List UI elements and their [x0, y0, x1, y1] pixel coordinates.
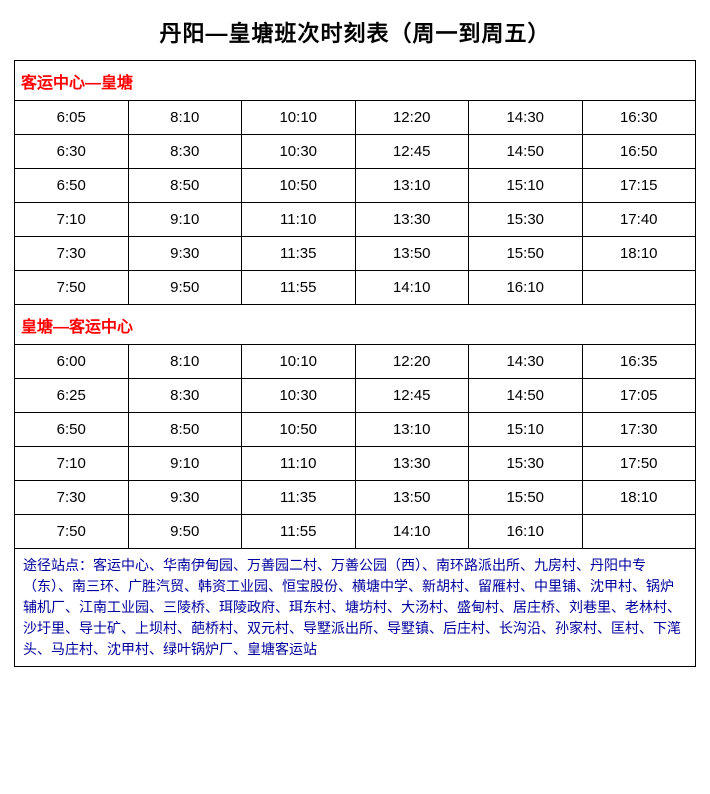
table-row: 6:258:3010:3012:4514:5017:05 — [15, 379, 696, 413]
time-cell: 17:05 — [582, 379, 696, 413]
table-row: 6:508:5010:5013:1015:1017:30 — [15, 413, 696, 447]
time-cell: 8:10 — [128, 345, 242, 379]
time-cell: 14:10 — [355, 515, 469, 549]
time-cell: 7:50 — [15, 515, 129, 549]
page-title: 丹阳—皇塘班次时刻表（周一到周五） — [14, 8, 696, 60]
time-cell: 17:50 — [582, 447, 696, 481]
time-cell: 16:10 — [469, 271, 583, 305]
time-cell: 11:35 — [242, 237, 356, 271]
time-cell: 13:50 — [355, 481, 469, 515]
timetable: 客运中心—皇塘6:058:1010:1012:2014:3016:306:308… — [14, 60, 696, 667]
time-cell: 13:30 — [355, 447, 469, 481]
table-row: 6:058:1010:1012:2014:3016:30 — [15, 101, 696, 135]
table-row: 7:509:5011:5514:1016:10 — [15, 515, 696, 549]
table-row: 6:308:3010:3012:4514:5016:50 — [15, 135, 696, 169]
time-cell: 6:30 — [15, 135, 129, 169]
time-cell: 7:50 — [15, 271, 129, 305]
time-cell: 16:10 — [469, 515, 583, 549]
time-cell: 7:30 — [15, 237, 129, 271]
time-cell: 14:30 — [469, 345, 583, 379]
time-cell: 9:50 — [128, 515, 242, 549]
time-cell: 13:10 — [355, 413, 469, 447]
time-cell: 15:10 — [469, 413, 583, 447]
time-cell: 9:50 — [128, 271, 242, 305]
time-cell: 10:30 — [242, 379, 356, 413]
time-cell: 8:10 — [128, 101, 242, 135]
time-cell: 8:30 — [128, 379, 242, 413]
time-cell: 6:50 — [15, 169, 129, 203]
time-cell: 10:30 — [242, 135, 356, 169]
table-row: 6:008:1010:1012:2014:3016:35 — [15, 345, 696, 379]
time-cell: 9:30 — [128, 481, 242, 515]
time-cell: 15:10 — [469, 169, 583, 203]
time-cell: 14:10 — [355, 271, 469, 305]
time-cell: 10:50 — [242, 169, 356, 203]
section-header-1: 客运中心—皇塘 — [15, 61, 696, 101]
time-cell: 13:50 — [355, 237, 469, 271]
time-cell: 8:50 — [128, 413, 242, 447]
time-cell: 17:30 — [582, 413, 696, 447]
time-cell: 11:35 — [242, 481, 356, 515]
time-cell: 14:50 — [469, 135, 583, 169]
section-header-2: 皇塘—客运中心 — [15, 305, 696, 345]
time-cell: 7:30 — [15, 481, 129, 515]
time-cell: 10:10 — [242, 345, 356, 379]
time-cell: 6:05 — [15, 101, 129, 135]
time-cell: 9:10 — [128, 203, 242, 237]
time-cell: 17:15 — [582, 169, 696, 203]
time-cell: 9:10 — [128, 447, 242, 481]
table-row: 7:109:1011:1013:3015:3017:40 — [15, 203, 696, 237]
time-cell: 13:10 — [355, 169, 469, 203]
table-row: 7:509:5011:5514:1016:10 — [15, 271, 696, 305]
time-cell: 9:30 — [128, 237, 242, 271]
time-cell: 16:30 — [582, 101, 696, 135]
route-stops-note: 途径站点：客运中心、华南伊甸园、万善园二村、万善公园（西）、南环路派出所、九房村… — [15, 549, 696, 667]
time-cell: 12:20 — [355, 101, 469, 135]
time-cell: 15:50 — [469, 237, 583, 271]
time-cell: 8:50 — [128, 169, 242, 203]
time-cell: 6:25 — [15, 379, 129, 413]
table-row: 7:309:3011:3513:5015:5018:10 — [15, 237, 696, 271]
time-cell: 10:10 — [242, 101, 356, 135]
time-cell: 14:50 — [469, 379, 583, 413]
time-cell: 16:35 — [582, 345, 696, 379]
table-row: 6:508:5010:5013:1015:1017:15 — [15, 169, 696, 203]
time-cell: 11:10 — [242, 203, 356, 237]
time-cell: 18:10 — [582, 481, 696, 515]
time-cell: 7:10 — [15, 447, 129, 481]
time-cell: 7:10 — [15, 203, 129, 237]
time-cell — [582, 515, 696, 549]
time-cell: 16:50 — [582, 135, 696, 169]
table-row: 7:309:3011:3513:5015:5018:10 — [15, 481, 696, 515]
time-cell: 12:45 — [355, 135, 469, 169]
time-cell — [582, 271, 696, 305]
time-cell: 12:45 — [355, 379, 469, 413]
time-cell: 12:20 — [355, 345, 469, 379]
time-cell: 11:55 — [242, 271, 356, 305]
time-cell: 11:55 — [242, 515, 356, 549]
time-cell: 6:50 — [15, 413, 129, 447]
time-cell: 15:50 — [469, 481, 583, 515]
table-row: 7:109:1011:1013:3015:3017:50 — [15, 447, 696, 481]
time-cell: 11:10 — [242, 447, 356, 481]
time-cell: 13:30 — [355, 203, 469, 237]
time-cell: 18:10 — [582, 237, 696, 271]
time-cell: 14:30 — [469, 101, 583, 135]
time-cell: 15:30 — [469, 447, 583, 481]
time-cell: 6:00 — [15, 345, 129, 379]
time-cell: 15:30 — [469, 203, 583, 237]
time-cell: 8:30 — [128, 135, 242, 169]
time-cell: 10:50 — [242, 413, 356, 447]
time-cell: 17:40 — [582, 203, 696, 237]
